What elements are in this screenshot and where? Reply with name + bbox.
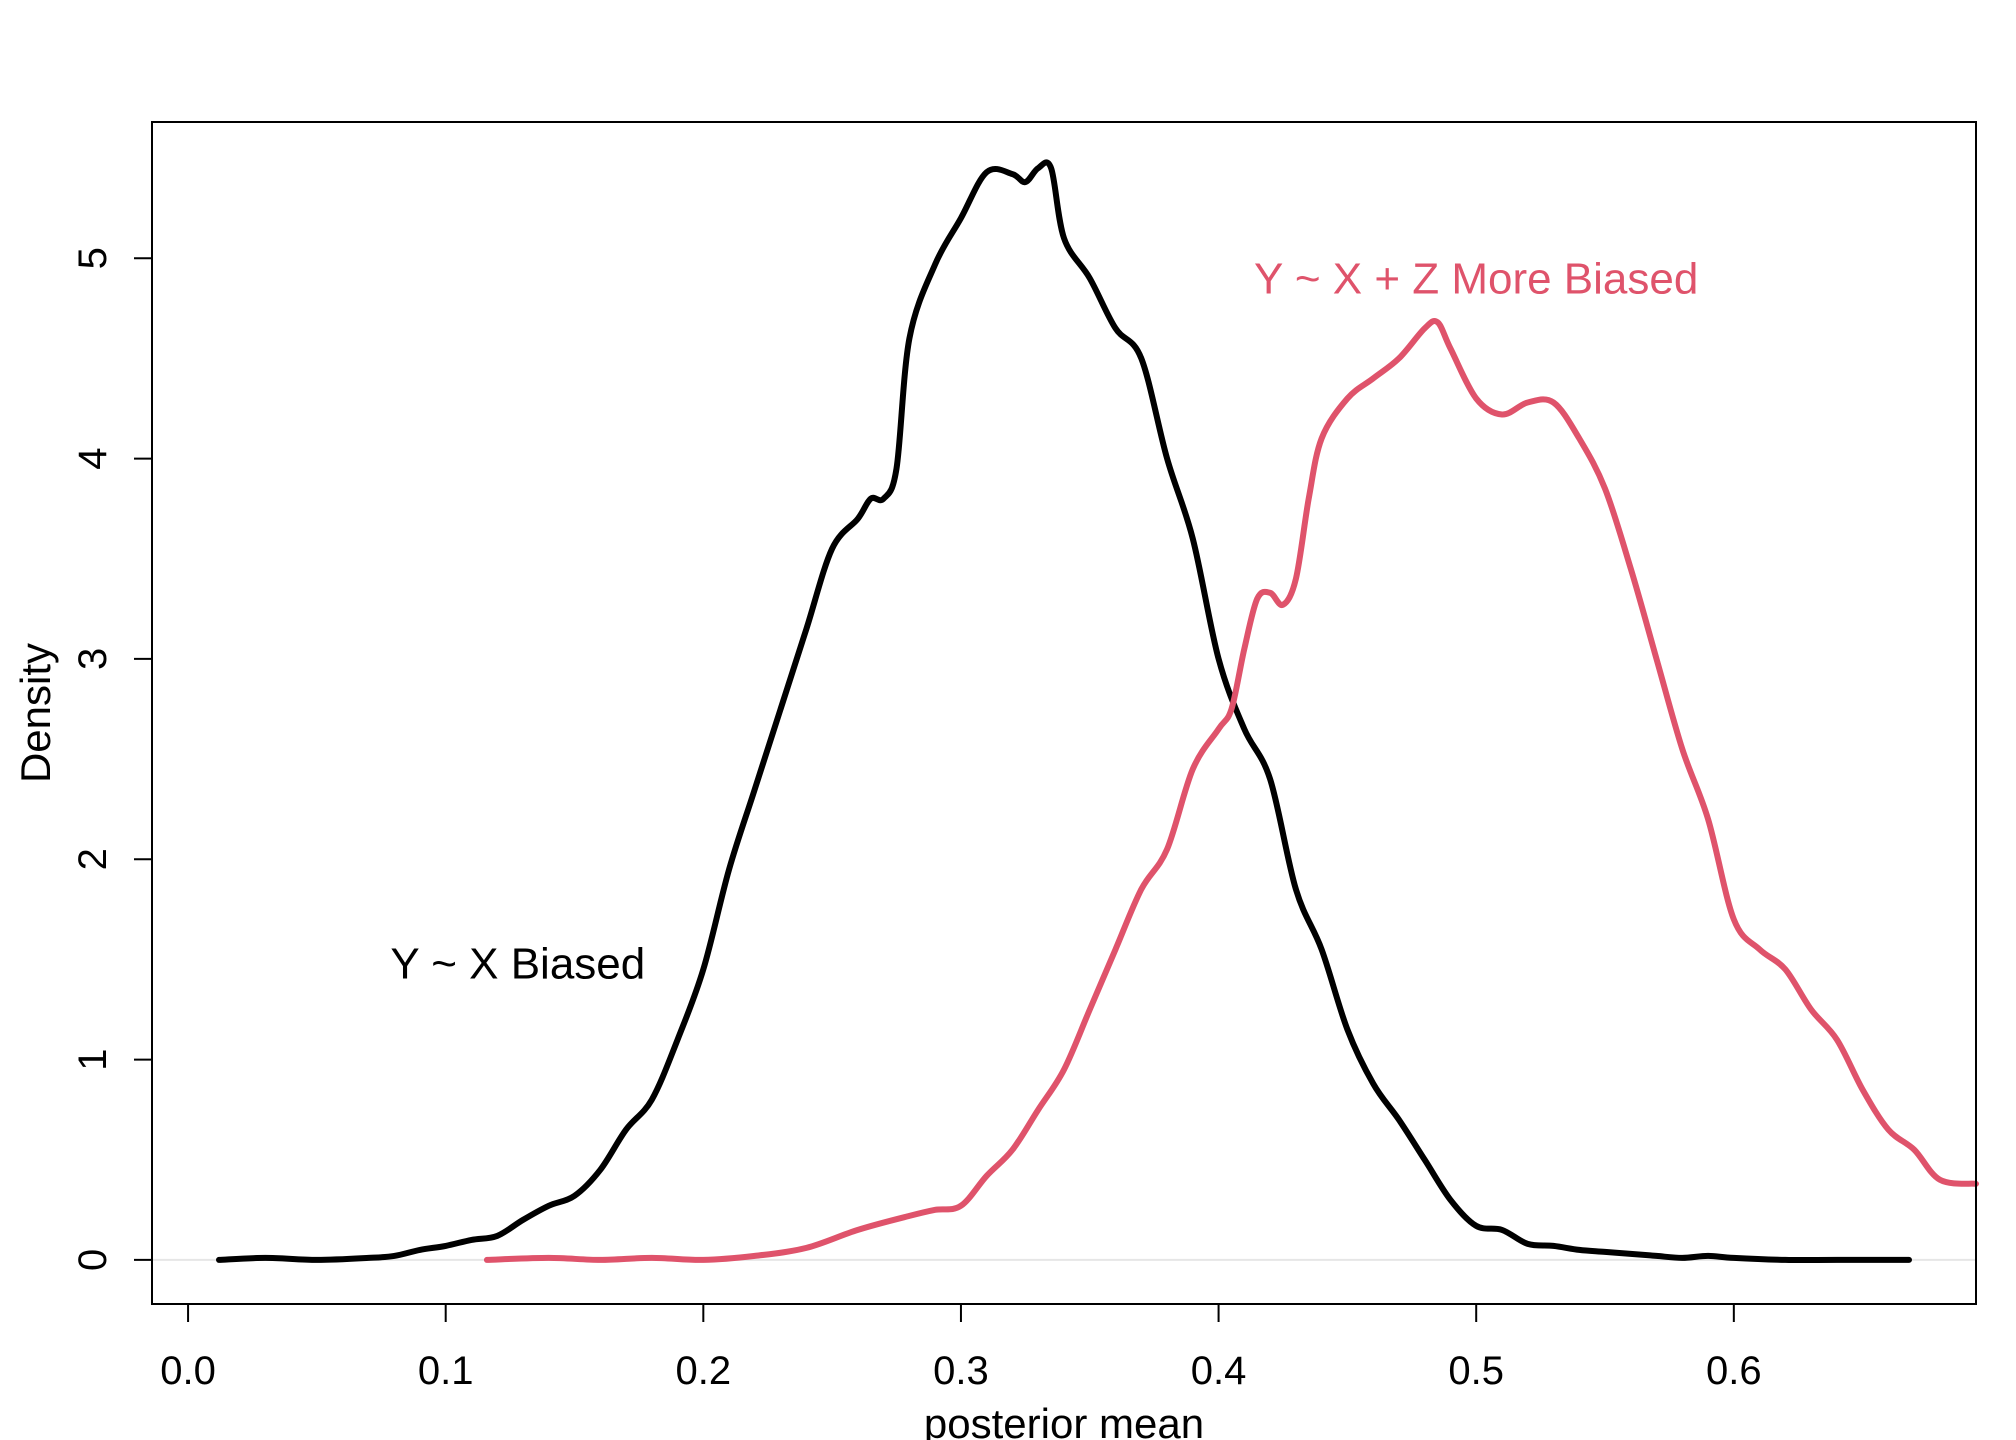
- y-tick-label: 0: [71, 1249, 115, 1271]
- x-tick-label: 0.3: [933, 1349, 989, 1393]
- y-tick-label: 2: [71, 848, 115, 870]
- y-tick-label: 5: [71, 247, 115, 269]
- y-axis: 0 1 2 3 4 5: [71, 247, 153, 1271]
- x-tick-label: 0.0: [160, 1349, 216, 1393]
- x-tick-label: 0.1: [418, 1349, 474, 1393]
- x-tick-label: 0.4: [1191, 1349, 1247, 1393]
- x-axis-title: posterior mean: [924, 1400, 1204, 1440]
- x-tick-label: 0.5: [1448, 1349, 1504, 1393]
- y-tick-label: 1: [71, 1048, 115, 1070]
- x-axis: 0.0 0.1 0.2 0.3 0.4 0.5 0.6: [160, 1303, 1762, 1393]
- annotation-layer: Y ~ X Biased Y ~ X + Z More Biased: [390, 254, 1698, 988]
- x-tick-label: 0.2: [676, 1349, 732, 1393]
- series-layer: [216, 159, 1979, 1264]
- series-line-2: [483, 318, 1979, 1263]
- y-tick-label: 4: [71, 447, 115, 469]
- plot-frame: [151, 121, 1977, 1305]
- y-axis-title: Density: [12, 643, 59, 783]
- series-line-1: [216, 159, 1912, 1264]
- annotation-label-2: Y ~ X + Z More Biased: [1254, 254, 1698, 303]
- y-tick-label: 3: [71, 648, 115, 670]
- annotation-label-1: Y ~ X Biased: [390, 939, 645, 988]
- x-tick-label: 0.6: [1706, 1349, 1762, 1393]
